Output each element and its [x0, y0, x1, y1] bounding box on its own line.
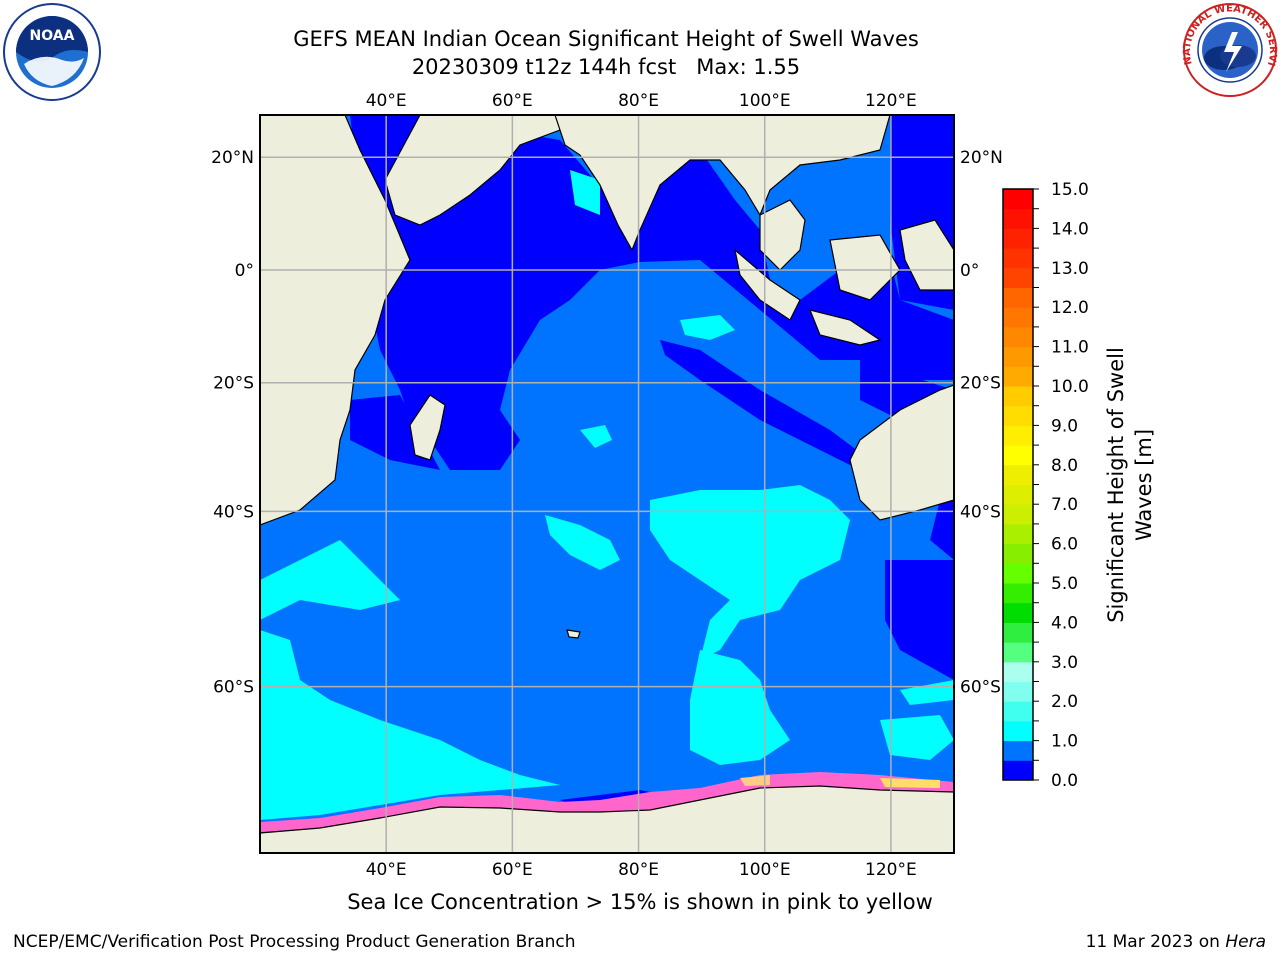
- colorbar-swatch: [1003, 405, 1033, 426]
- colorbar-swatch: [1003, 189, 1033, 210]
- colorbar-swatch: [1003, 622, 1033, 643]
- colorbar-swatch: [1003, 267, 1033, 288]
- footer-date: 11 Mar 2023 on Hera: [1086, 932, 1266, 952]
- colorbar-swatch: [1003, 445, 1033, 466]
- colorbar-tick-label: 2.0: [1051, 692, 1078, 712]
- colorbar-title-line2: Waves [m]: [1132, 428, 1156, 542]
- colorbar-swatch: [1003, 661, 1033, 682]
- map-gridlines: [260, 115, 954, 853]
- chart-title-line2: 20230309 t12z 144h fcst Max: 1.55: [411, 55, 801, 79]
- colorbar-swatch: [1003, 307, 1033, 328]
- lon-tick-label: 60°E: [492, 860, 533, 880]
- colorbar-tick-label: 14.0: [1051, 219, 1089, 239]
- lon-tick-labels-top: 40°E 60°E 80°E 100°E 120°E: [366, 91, 917, 111]
- colorbar-swatch: [1003, 583, 1033, 604]
- colorbar-swatch: [1003, 760, 1033, 781]
- colorbar-tick-label: 1.0: [1051, 732, 1078, 752]
- lat-tick-label: 40°S: [213, 502, 254, 522]
- lon-tick-label: 100°E: [739, 91, 791, 111]
- nws-logo: NATIONAL WEATHER SERVICE: [1180, 2, 1278, 97]
- colorbar-swatch: [1003, 504, 1033, 525]
- lon-tick-label: 60°E: [492, 91, 533, 111]
- colorbar-tick-label: 0.0: [1051, 771, 1078, 791]
- colorbar-tick-label: 11.0: [1051, 338, 1089, 358]
- colorbar-tick-label: 15.0: [1051, 180, 1089, 200]
- map-plot-area: [260, 115, 954, 853]
- lat-tick-label: 20°S: [213, 374, 254, 394]
- lat-tick-label: 60°S: [960, 678, 1001, 698]
- lat-tick-label: 0°: [960, 261, 979, 281]
- colorbar-swatch: [1003, 326, 1033, 348]
- colorbar-swatch: [1003, 346, 1033, 367]
- sea-ice-note: Sea Ice Concentration > 15% is shown in …: [347, 890, 933, 914]
- lon-tick-label: 80°E: [618, 91, 659, 111]
- lat-tick-labels-right: 20°N 0° 20°S 40°S 60°S: [960, 148, 1003, 697]
- lat-tick-label: 60°S: [213, 678, 254, 698]
- colorbar-swatch: [1003, 208, 1033, 229]
- colorbar-swatch: [1003, 543, 1033, 564]
- map-frame: [259, 114, 955, 854]
- lon-tick-labels-bottom: 40°E 60°E 80°E 100°E 120°E: [366, 860, 917, 880]
- lat-tick-label: 20°S: [960, 374, 1001, 394]
- lat-tick-label: 20°N: [960, 148, 1003, 168]
- lat-tick-label: 40°S: [960, 502, 1001, 522]
- lon-tick-label: 100°E: [739, 860, 791, 880]
- land-masses: [260, 115, 954, 853]
- colorbar-swatch: [1003, 386, 1033, 407]
- colorbar-swatch: [1003, 701, 1033, 722]
- colorbar-tick-label: 6.0: [1051, 535, 1078, 555]
- lon-tick-label: 40°E: [366, 91, 407, 111]
- lon-tick-label: 120°E: [865, 91, 917, 111]
- lon-tick-label: 40°E: [366, 860, 407, 880]
- colorbar: 0.0 1.0 2.0 3.0 4.0 5.0 6.0 7.0 8.0 9.0 10.0 11.0 12…: [1002, 180, 1089, 791]
- colorbar-tick-label: 12.0: [1051, 298, 1089, 318]
- colorbar-swatch: [1003, 228, 1033, 249]
- lat-tick-labels-left: 20°N 0° 20°S 40°S 60°S: [211, 148, 254, 697]
- lat-tick-label: 0°: [235, 261, 254, 281]
- colorbar-tick-label: 5.0: [1051, 574, 1078, 594]
- colorbar-swatch: [1003, 602, 1033, 623]
- colorbar-swatch: [1003, 642, 1033, 663]
- footer-date-text: 11 Mar 2023 on: [1085, 932, 1226, 952]
- colorbar-tick-label: 4.0: [1051, 613, 1078, 633]
- colorbar-swatch: [1003, 740, 1033, 761]
- colorbar-tick-label: 7.0: [1051, 495, 1078, 515]
- colorbar-tick-label: 3.0: [1051, 653, 1078, 673]
- lat-tick-label: 20°N: [211, 148, 254, 168]
- footer-host: Hera: [1225, 932, 1266, 952]
- colorbar-swatch: [1003, 248, 1033, 269]
- lon-tick-label: 80°E: [618, 860, 659, 880]
- colorbar-swatch: [1003, 425, 1033, 446]
- colorbar-swatch: [1003, 523, 1033, 545]
- noaa-logo: NOAA: [3, 3, 101, 101]
- colorbar-swatch: [1003, 464, 1033, 485]
- colorbar-tick-label: 13.0: [1051, 259, 1089, 279]
- lon-tick-label: 120°E: [865, 860, 917, 880]
- colorbar-swatch: [1003, 720, 1033, 742]
- colorbar-swatch: [1003, 681, 1033, 702]
- colorbar-swatch: [1003, 287, 1033, 308]
- colorbar-tick-label: 8.0: [1051, 456, 1078, 476]
- noaa-logo-text: NOAA: [30, 28, 75, 44]
- colorbar-title-line1: Significant Height of Swell: [1104, 347, 1128, 623]
- colorbar-swatch: [1003, 563, 1033, 584]
- colorbar-swatch: [1003, 366, 1033, 387]
- colorbar-tick-label: 10.0: [1051, 377, 1089, 397]
- footer-credit: NCEP/EMC/Verification Post Processing Pr…: [13, 932, 576, 952]
- colorbar-swatch: [1003, 484, 1033, 505]
- colorbar-tick-label: 9.0: [1051, 416, 1078, 436]
- chart-title-line1: GEFS MEAN Indian Ocean Significant Heigh…: [293, 27, 919, 51]
